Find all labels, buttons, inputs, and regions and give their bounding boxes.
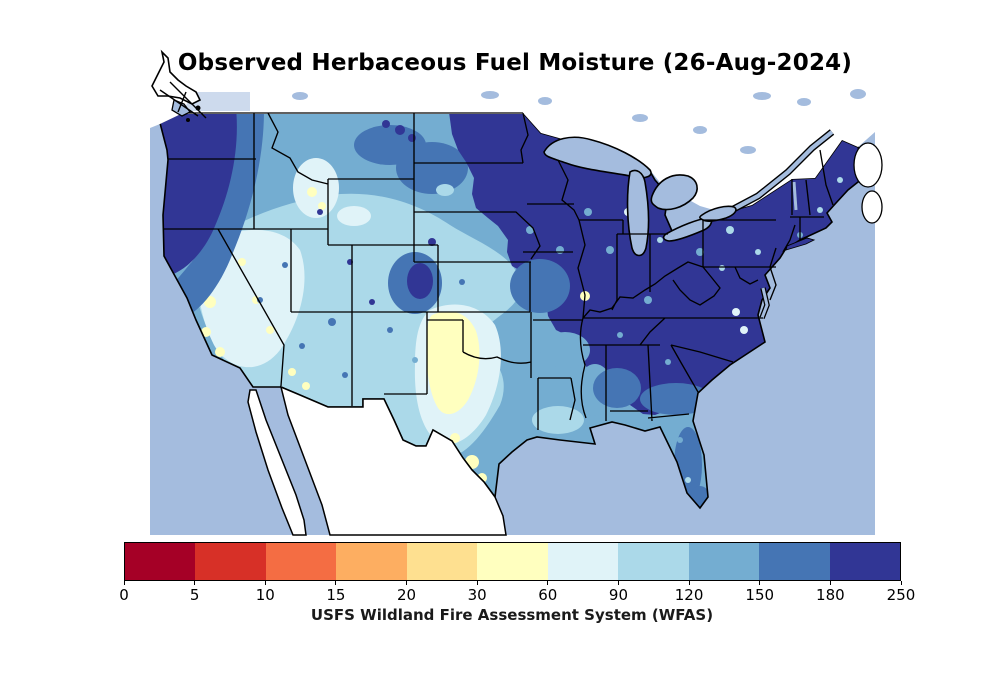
colorbar-tick-label: 30 <box>467 586 487 604</box>
source-caption: USFS Wildland Fire Assessment System (WF… <box>310 606 714 624</box>
lake-huron <box>650 174 698 211</box>
colorbar-segment-2 <box>265 543 337 580</box>
colorbar-tick-label: 20 <box>396 586 417 604</box>
colorbar-tickmark <box>900 581 902 585</box>
colorbar-tick-label: 60 <box>538 586 558 604</box>
colorbar-tick-label: 90 <box>608 586 628 604</box>
colorbar <box>124 542 901 581</box>
chart-title: Observed Herbaceous Fuel Moisture (26-Au… <box>177 50 853 76</box>
colorbar-segment-6 <box>547 543 619 580</box>
colorbar-tickmark <box>759 581 761 585</box>
colorbar-tick-label: 250 <box>886 586 916 604</box>
lake-ontario <box>699 205 737 222</box>
colorbar-segment-1 <box>195 543 266 580</box>
colorbar-tick-label: 10 <box>255 586 275 604</box>
colorbar-ticks: 0 5 10 15 20 30 60 90 120 150 180 250 <box>119 580 915 606</box>
pnw-islands <box>151 49 250 122</box>
colorbar-tick-label: 180 <box>816 586 845 604</box>
colorbar-segment-10 <box>829 543 900 580</box>
new-brunswick-land <box>853 142 883 188</box>
state-borders <box>163 112 834 430</box>
colorbar-tickmark <box>194 581 196 585</box>
colorbar-segment-4 <box>406 543 478 580</box>
colorbar-tickmark <box>617 581 619 585</box>
lake-superior <box>543 136 652 179</box>
colorbar-segment-5 <box>477 543 548 580</box>
colorbar-tickmark <box>406 581 408 585</box>
colorbar-tick-label: 120 <box>674 586 704 604</box>
mexico-region <box>247 385 507 536</box>
canadian-lakes <box>292 89 866 154</box>
lake-erie <box>662 217 713 242</box>
colorbar-tickmark <box>123 581 125 585</box>
colorbar-tickmark <box>476 581 478 585</box>
colorbar-tickmark <box>264 581 266 585</box>
colorbar-segment-7 <box>618 543 689 580</box>
colorbar-segments <box>125 543 900 580</box>
colorbar-tick-label: 0 <box>119 586 129 604</box>
colorbar-tickmark <box>829 581 831 585</box>
colorbar-tick-label: 150 <box>745 586 775 604</box>
colorbar-tick-label: 15 <box>326 586 346 604</box>
colorbar-segment-9 <box>759 543 830 580</box>
colorbar-segment-0 <box>125 543 196 580</box>
colorbar-tickmark <box>335 581 337 585</box>
lake-michigan <box>626 169 650 257</box>
colorbar-tickmark <box>547 581 549 585</box>
colorbar-tick-label: 5 <box>189 586 200 604</box>
baja-california <box>247 389 307 536</box>
nova-scotia-land <box>861 190 883 224</box>
chesapeake-bay <box>760 287 769 319</box>
st-lawrence-river <box>725 130 834 215</box>
lake-champlain <box>792 181 798 211</box>
colorbar-segment-8 <box>688 543 760 580</box>
colorbar-segment-3 <box>336 543 407 580</box>
colorbar-tickmark <box>688 581 690 585</box>
